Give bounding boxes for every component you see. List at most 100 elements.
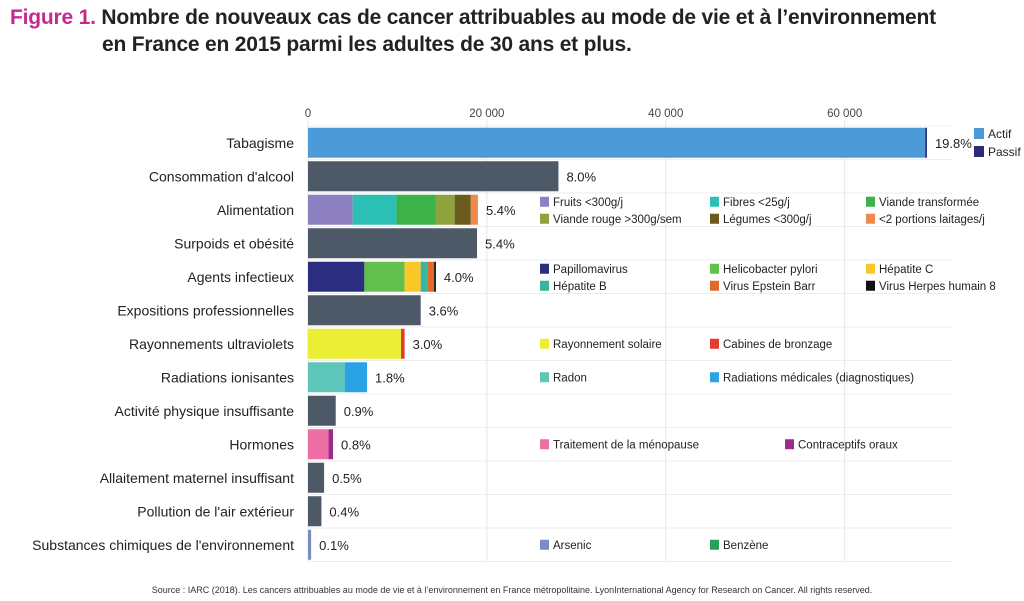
bar-hepatite-c [404,261,421,292]
bar-cabines-de-bronzage [401,328,405,359]
legend-swatch-passif [974,146,984,157]
percent-label: 3.0% [413,337,443,352]
legend-label-hepatite-b: Hépatite B [553,281,607,293]
bar-arsenic [308,529,312,560]
legend-swatch-contraceptifs-oraux [785,439,794,450]
legend-swatch-fibres-25g-j [710,196,719,207]
legend-swatch-cabines-de-bronzage [710,338,719,349]
x-tick-label: 0 [305,108,311,120]
legend-swatch-arsenic [540,539,549,550]
percent-label: 1.8% [375,370,405,385]
legend-label-cabines-de-bronzage: Cabines de bronzage [723,339,832,351]
legend-label-traitement-de-la-menopause: Traitement de la ménopause [553,439,699,451]
category-label: Surpoids et obésité [174,235,294,251]
x-tick-label: 40 000 [648,108,683,120]
bar-activite-physique-insuffisante [308,395,336,426]
category-label: Rayonnements ultraviolets [129,336,294,352]
legend-label-2-portions-laitages-j: <2 portions laitages/j [879,214,985,226]
legend-swatch-radiations-medicales-diagnostiques [710,372,719,383]
category-label: Expositions professionnelles [117,302,294,318]
bar-viande-rouge-300g-sem [435,194,455,225]
bar-contraceptifs-oraux [328,429,334,460]
percent-label: 5.4% [486,203,516,218]
percent-label: 4.0% [444,270,474,285]
bar-hepatite-b [420,261,428,292]
legend-swatch-viande-transformee [866,196,875,207]
chart-title: Figure 1. Nombre de nouveaux cas de canc… [10,4,1010,58]
category-label: Radiations ionisantes [161,369,294,385]
legend-label-viande-rouge-300g-sem: Viande rouge >300g/sem [553,214,682,226]
bar-radon [308,362,345,393]
legend-label-rayonnement-solaire: Rayonnement solaire [553,339,662,351]
category-label: Hormones [229,436,294,452]
category-label: Substances chimiques de l'environnement [32,537,294,553]
x-tick-label: 20 000 [469,108,504,120]
category-label: Allaitement maternel insuffisant [100,470,294,486]
percent-label: 19.8% [935,136,972,151]
legend-swatch-rayonnement-solaire [540,338,549,349]
percent-label: 5.4% [485,236,515,251]
legend-swatch-2-portions-laitages-j [866,213,875,224]
bar-consommation-d-alcool [308,161,559,192]
legend-label-passif: Passif [988,145,1021,159]
category-label: Agents infectieux [187,269,294,285]
legend-swatch-hepatite-c [866,263,875,274]
x-tick-label: 60 000 [827,108,862,120]
legend-swatch-virus-herpes-humain-8 [866,280,875,291]
legend-label-benzene: Benzène [723,540,768,552]
legend-swatch-benzene [710,539,719,550]
legend-label-fibres-25g-j: Fibres <25g/j [723,197,790,209]
category-label: Consommation d'alcool [149,168,294,184]
legend-swatch-radon [540,372,549,383]
legend-label-radiations-medicales-diagnostiques: Radiations médicales (diagnostiques) [723,372,914,384]
legend-label-viande-transformee: Viande transformée [879,197,979,209]
figure-label: Figure 1. [10,6,96,29]
bar-rayonnement-solaire [308,328,402,359]
percent-label: 3.6% [429,303,459,318]
bar-helicobacter-pylori [364,261,405,292]
bar-viande-transformee [396,194,436,225]
title-line-2: en France en 2015 parmi les adultes de 3… [102,33,632,56]
legend-label-arsenic: Arsenic [553,540,592,552]
legend-swatch-legumes-300g-j [710,213,719,224]
legend-swatch-hepatite-b [540,280,549,291]
legend-swatch-helicobacter-pylori [710,263,719,274]
percent-label: 0.1% [319,538,349,553]
legend-label-virus-herpes-humain-8: Virus Herpes humain 8 [879,281,996,293]
legend-label-fruits-300g-j: Fruits <300g/j [553,197,623,209]
percent-label: 0.9% [344,404,374,419]
title-line-1: Nombre de nouveaux cas de cancer attribu… [101,6,936,29]
bar-allaitement-maternel-insuffisant [308,462,325,493]
legend-swatch-actif [974,128,984,139]
bar-radiations-medicales-diagnostiques [344,362,368,393]
legend-swatch-virus-epstein-barr [710,280,719,291]
legend-swatch-papillomavirus [540,263,549,274]
bar-papillomavirus [308,261,365,292]
bar-surpoids-et-obesite [308,228,478,259]
legend-swatch-traitement-de-la-menopause [540,439,549,450]
percent-label: 0.4% [329,504,359,519]
category-label: Tabagisme [226,135,294,151]
bar-passif [925,127,927,158]
category-label: Activité physique insuffisante [114,403,294,419]
legend-label-virus-epstein-barr: Virus Epstein Barr [723,281,816,293]
bar-fibres-25g-j [352,194,397,225]
bar-traitement-de-la-menopause [308,429,329,460]
percent-label: 0.8% [341,437,371,452]
bar-2-portions-laitages-j [470,194,478,225]
legend-label-actif: Actif [988,127,1012,141]
legend-label-radon: Radon [553,372,587,384]
percent-label: 8.0% [566,169,596,184]
bar-legumes-300g-j [454,194,471,225]
bar-expositions-professionnelles [308,295,421,326]
legend-swatch-viande-rouge-300g-sem [540,213,549,224]
percent-label: 0.5% [332,471,362,486]
bar-virus-epstein-barr [427,261,435,292]
category-label: Alimentation [217,202,294,218]
bar-fruits-300g-j [308,194,353,225]
legend-label-contraceptifs-oraux: Contraceptifs oraux [798,439,898,451]
legend-swatch-fruits-300g-j [540,196,549,207]
legend-label-legumes-300g-j: Légumes <300g/j [723,214,812,226]
bar-actif [308,127,926,158]
